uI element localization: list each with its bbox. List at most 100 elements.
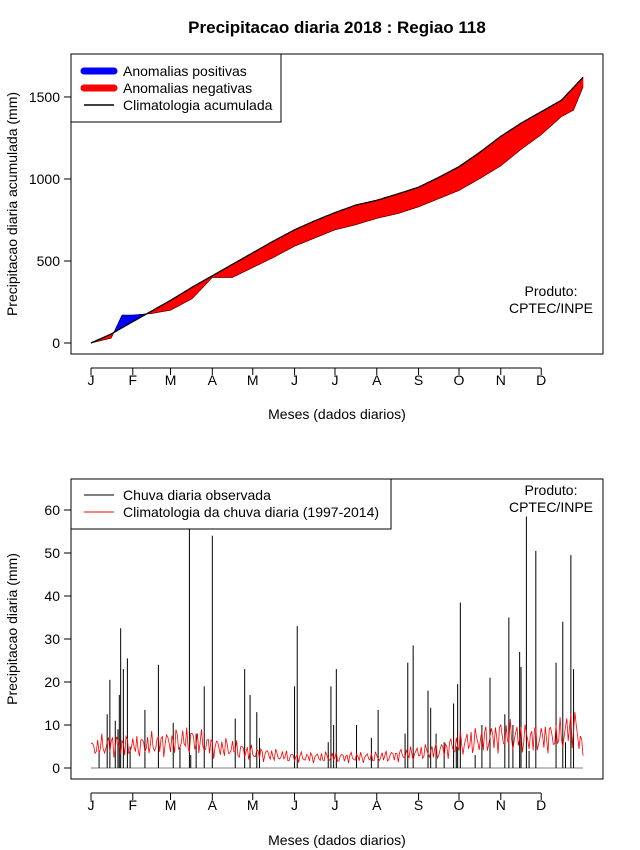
bottom-legend: Chuva diaria observada Climatologia da c… xyxy=(70,478,392,530)
chart-title: Precipitacao diaria 2018 : Regiao 118 xyxy=(188,18,486,37)
bottom-y-axis-label: Precipitacao diaria (mm) xyxy=(4,553,20,705)
bottom-legend-box xyxy=(70,478,392,530)
x-tick: F xyxy=(129,793,138,813)
daily-climatology-line xyxy=(90,711,584,764)
x-tick-label: S xyxy=(414,797,423,813)
x-tick: M xyxy=(165,368,177,388)
x-tick: M xyxy=(165,793,177,813)
bottom-product-source: CPTEC/INPE xyxy=(509,499,593,515)
x-tick: M xyxy=(247,793,259,813)
top-product-source: CPTEC/INPE xyxy=(509,300,593,316)
x-tick: M xyxy=(247,368,259,388)
y-tick: 50 xyxy=(44,545,71,561)
x-tick-label: S xyxy=(414,372,423,388)
x-tick: J xyxy=(291,368,298,388)
x-tick-label: O xyxy=(454,372,465,388)
x-tick-label: A xyxy=(372,797,382,813)
y-tick: 0 xyxy=(52,760,71,776)
x-tick-label: A xyxy=(208,797,218,813)
climatology-cumulative-line xyxy=(90,76,584,344)
bottom-chart: 0 10 20 30 40 50 60 J F M A M J J A S O N D Meses (dados … xyxy=(4,478,604,848)
x-tick: S xyxy=(414,368,423,388)
y-tick: 30 xyxy=(44,631,71,647)
x-tick: J xyxy=(88,368,95,388)
observed-cumulative-outline xyxy=(90,87,584,344)
top-product-label: Produto: xyxy=(525,283,578,299)
y-tick: 0 xyxy=(52,335,71,351)
x-tick-label: D xyxy=(536,372,546,388)
x-tick: N xyxy=(496,368,506,388)
top-y-axis-label: Precipitacao diaria acumulada (mm) xyxy=(4,92,20,316)
y-tick-label: 60 xyxy=(44,502,60,518)
legend-label-observed: Chuva diaria observada xyxy=(123,487,271,503)
y-tick-label: 0 xyxy=(52,760,60,776)
top-chart: 0 500 1000 1500 J F M A M J J A S O N D Meses (dados d… xyxy=(4,53,604,422)
legend-label-climatology-daily: Climatologia da chuva diaria (1997-2014) xyxy=(123,504,379,520)
y-tick-label: 10 xyxy=(44,717,60,733)
legend-label-negative: Anomalias negativas xyxy=(123,80,252,96)
y-tick: 40 xyxy=(44,588,71,604)
x-tick-label: M xyxy=(247,797,259,813)
x-tick: S xyxy=(414,793,423,813)
x-tick-label: J xyxy=(331,797,338,813)
anomaly-areas xyxy=(90,76,584,344)
x-tick-label: J xyxy=(331,372,338,388)
x-tick-label: N xyxy=(496,372,506,388)
x-tick-label: A xyxy=(372,372,382,388)
y-tick: 1500 xyxy=(29,89,71,105)
y-tick: 20 xyxy=(44,674,71,690)
y-tick-label: 0 xyxy=(52,335,60,351)
x-tick: O xyxy=(454,793,465,813)
y-tick: 500 xyxy=(37,253,71,269)
x-tick-label: J xyxy=(291,372,298,388)
y-tick: 10 xyxy=(44,717,71,733)
top-plot-frame xyxy=(70,53,604,355)
x-tick-label: M xyxy=(165,372,177,388)
x-tick-label: D xyxy=(536,797,546,813)
x-tick: J xyxy=(291,793,298,813)
x-tick-label: F xyxy=(129,372,138,388)
y-tick-label: 30 xyxy=(44,631,60,647)
y-tick-label: 1500 xyxy=(29,89,60,105)
x-tick: D xyxy=(536,368,546,388)
bottom-product-label: Produto: xyxy=(525,482,578,498)
x-tick-label: F xyxy=(129,797,138,813)
x-tick: J xyxy=(331,368,338,388)
y-tick-label: 20 xyxy=(44,674,60,690)
top-x-axis-label: Meses (dados diarios) xyxy=(268,406,406,422)
x-tick: F xyxy=(129,368,138,388)
x-tick: J xyxy=(88,793,95,813)
x-tick-label: J xyxy=(291,797,298,813)
x-tick: A xyxy=(372,368,382,388)
x-tick: N xyxy=(496,793,506,813)
x-tick-label: M xyxy=(247,372,259,388)
x-tick-label: J xyxy=(88,372,95,388)
y-tick-label: 50 xyxy=(44,545,60,561)
x-tick: A xyxy=(208,368,218,388)
x-tick-label: O xyxy=(454,797,465,813)
y-tick-label: 40 xyxy=(44,588,60,604)
y-tick-label: 1000 xyxy=(29,171,60,187)
x-tick-label: M xyxy=(165,797,177,813)
y-tick-label: 500 xyxy=(37,253,61,269)
bottom-x-axis-label: Meses (dados diarios) xyxy=(268,832,406,848)
top-y-axis: 0 500 1000 1500 xyxy=(29,89,71,351)
x-tick-label: A xyxy=(208,372,218,388)
y-tick: 1000 xyxy=(29,171,71,187)
x-tick: A xyxy=(208,793,218,813)
legend-label-positive: Anomalias positivas xyxy=(123,63,247,79)
y-tick: 60 xyxy=(44,502,71,518)
x-tick: D xyxy=(536,793,546,813)
x-tick-label: J xyxy=(88,797,95,813)
x-tick-label: N xyxy=(496,797,506,813)
legend-label-climatology: Climatologia acumulada xyxy=(123,97,273,113)
top-legend: Anomalias positivas Anomalias negativas … xyxy=(70,53,282,123)
bottom-y-axis: 0 10 20 30 40 50 60 xyxy=(44,502,71,776)
x-tick: A xyxy=(372,793,382,813)
x-tick: J xyxy=(331,793,338,813)
daily-rain-bars xyxy=(98,480,575,768)
x-tick: O xyxy=(454,368,465,388)
